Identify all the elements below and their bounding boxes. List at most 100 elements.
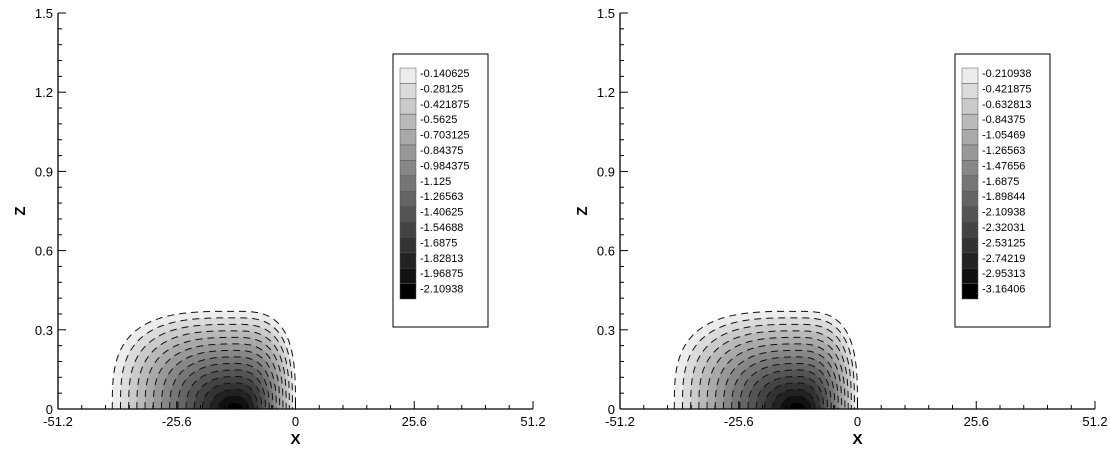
y-tick-label: 0.9 — [597, 164, 615, 179]
legend-swatch — [961, 252, 979, 269]
contour-line — [160, 349, 277, 409]
x-tick-label: 51.2 — [520, 414, 545, 429]
legend-swatch — [399, 98, 417, 115]
contour-line — [111, 310, 296, 409]
legend-swatch — [399, 67, 417, 84]
contour-line — [706, 336, 846, 409]
contour-line — [169, 356, 274, 409]
x-tick-label: 25.6 — [964, 414, 989, 429]
legend-level-label: -0.210938 — [982, 68, 1032, 80]
legend-swatch — [961, 144, 979, 161]
legend-level-label: -0.28125 — [420, 83, 463, 95]
contour-line — [136, 330, 287, 409]
legend-level-label: -1.47656 — [982, 160, 1025, 172]
contour-plot-left: -51.2 -25.6 0 25.6 51.2 0 0.3 0.6 0.9 1.2 1.5 X Z -0.… — [12, 6, 546, 448]
legend-level-label: -0.632813 — [982, 99, 1032, 111]
contour-line — [193, 375, 263, 409]
legend-level-label: -1.125 — [420, 176, 451, 188]
x-tick-label: 25.6 — [402, 414, 427, 429]
contour-line — [177, 362, 270, 409]
legend-swatch — [399, 221, 417, 238]
legend-level-label: -0.421875 — [420, 99, 470, 111]
legend-level-label: -0.984375 — [420, 160, 470, 172]
legend-level-label: -1.26563 — [982, 145, 1025, 157]
legend-swatch — [961, 160, 979, 177]
contour-line — [673, 310, 858, 409]
legend-swatch — [399, 283, 417, 300]
legend-level-label: -0.84375 — [982, 114, 1025, 126]
legend-swatch — [961, 98, 979, 115]
legend-swatch — [961, 67, 979, 84]
legend-swatch — [399, 206, 417, 223]
legend-level-label: -3.16406 — [982, 284, 1025, 296]
contour-line — [144, 336, 284, 409]
x-tick-label: 0 — [854, 414, 861, 429]
y-tick-label: 1.2 — [35, 85, 53, 100]
legend-level-label: -2.10938 — [982, 207, 1025, 219]
y-tick-label: 1.2 — [597, 85, 615, 100]
legend-level-label: -0.84375 — [420, 145, 463, 157]
y-tick-label: 1.5 — [35, 6, 53, 21]
legend-level-label: -0.421875 — [982, 83, 1032, 95]
contour-line — [747, 369, 829, 409]
y-tick-label: 0.3 — [35, 323, 53, 338]
y-tick-label: 0.6 — [35, 244, 53, 259]
legend-level-label: -1.89844 — [982, 191, 1025, 203]
legend-level-label: -1.6875 — [982, 176, 1019, 188]
contour-line — [731, 356, 836, 409]
legend-swatch — [399, 175, 417, 192]
contour-line — [681, 317, 855, 409]
contour-plot-right: -51.2 -25.6 0 25.6 51.2 0 0.3 0.6 0.9 1.2 1.5 X Z -0.… — [555, 0, 1110, 449]
contour-line — [772, 388, 816, 409]
contour-group — [111, 310, 296, 409]
legend-swatch — [961, 83, 979, 100]
contour-line — [226, 401, 244, 409]
x-tick-label: -51.2 — [43, 414, 73, 429]
legend-level-label: -1.82813 — [420, 253, 463, 265]
y-tick-label: 1.5 — [597, 6, 615, 21]
y-tick-label: 0 — [608, 402, 615, 417]
contour-group — [673, 310, 858, 409]
contour-line — [210, 388, 254, 409]
legend-level-label: -0.703125 — [420, 130, 470, 142]
x-axis-title: X — [290, 431, 300, 448]
x-axis-title: X — [852, 431, 862, 448]
legend-swatch — [399, 83, 417, 100]
contour-line — [739, 362, 832, 409]
legend-swatch — [399, 190, 417, 207]
legend-level-label: -1.54688 — [420, 222, 463, 234]
legend-level-label: -2.74219 — [982, 253, 1025, 265]
legend-level-label: -1.96875 — [420, 268, 463, 280]
y-tick-label: 0 — [46, 402, 53, 417]
y-tick-label: 0.6 — [597, 244, 615, 259]
contour-line — [185, 369, 267, 409]
legend-swatch — [961, 206, 979, 223]
legend-swatch — [961, 237, 979, 254]
legend-level-label: -2.53125 — [982, 237, 1025, 249]
legend-swatch — [961, 113, 979, 130]
contour-line — [152, 343, 281, 409]
legend-level-label: -0.5625 — [420, 114, 457, 126]
contour-line — [119, 317, 293, 409]
contour-line — [714, 343, 843, 409]
legend-level-label: -1.40625 — [420, 207, 463, 219]
legend-level-label: -1.05469 — [982, 130, 1025, 142]
contour-chart-left: -51.2 -25.6 0 25.6 51.2 0 0.3 0.6 0.9 1.2 1.5 X Z -0.… — [12, 6, 546, 448]
contour-line — [128, 323, 290, 409]
y-tick-label: 0.9 — [35, 164, 53, 179]
legend-level-label: -2.10938 — [420, 284, 463, 296]
x-tick-label: 51.2 — [1082, 414, 1107, 429]
legend-swatch — [961, 221, 979, 238]
legend-level-label: -2.32031 — [982, 222, 1025, 234]
contour-band — [789, 402, 806, 409]
contour-line — [690, 323, 852, 409]
legend-level-label: -1.6875 — [420, 237, 457, 249]
legend-swatch — [399, 113, 417, 130]
contour-line — [201, 382, 259, 409]
legend-swatch — [399, 252, 417, 269]
legend-swatch — [399, 267, 417, 284]
legend-swatch — [961, 283, 979, 300]
legend-swatch — [961, 129, 979, 146]
legend-swatch — [399, 144, 417, 161]
legend-swatch — [399, 160, 417, 177]
